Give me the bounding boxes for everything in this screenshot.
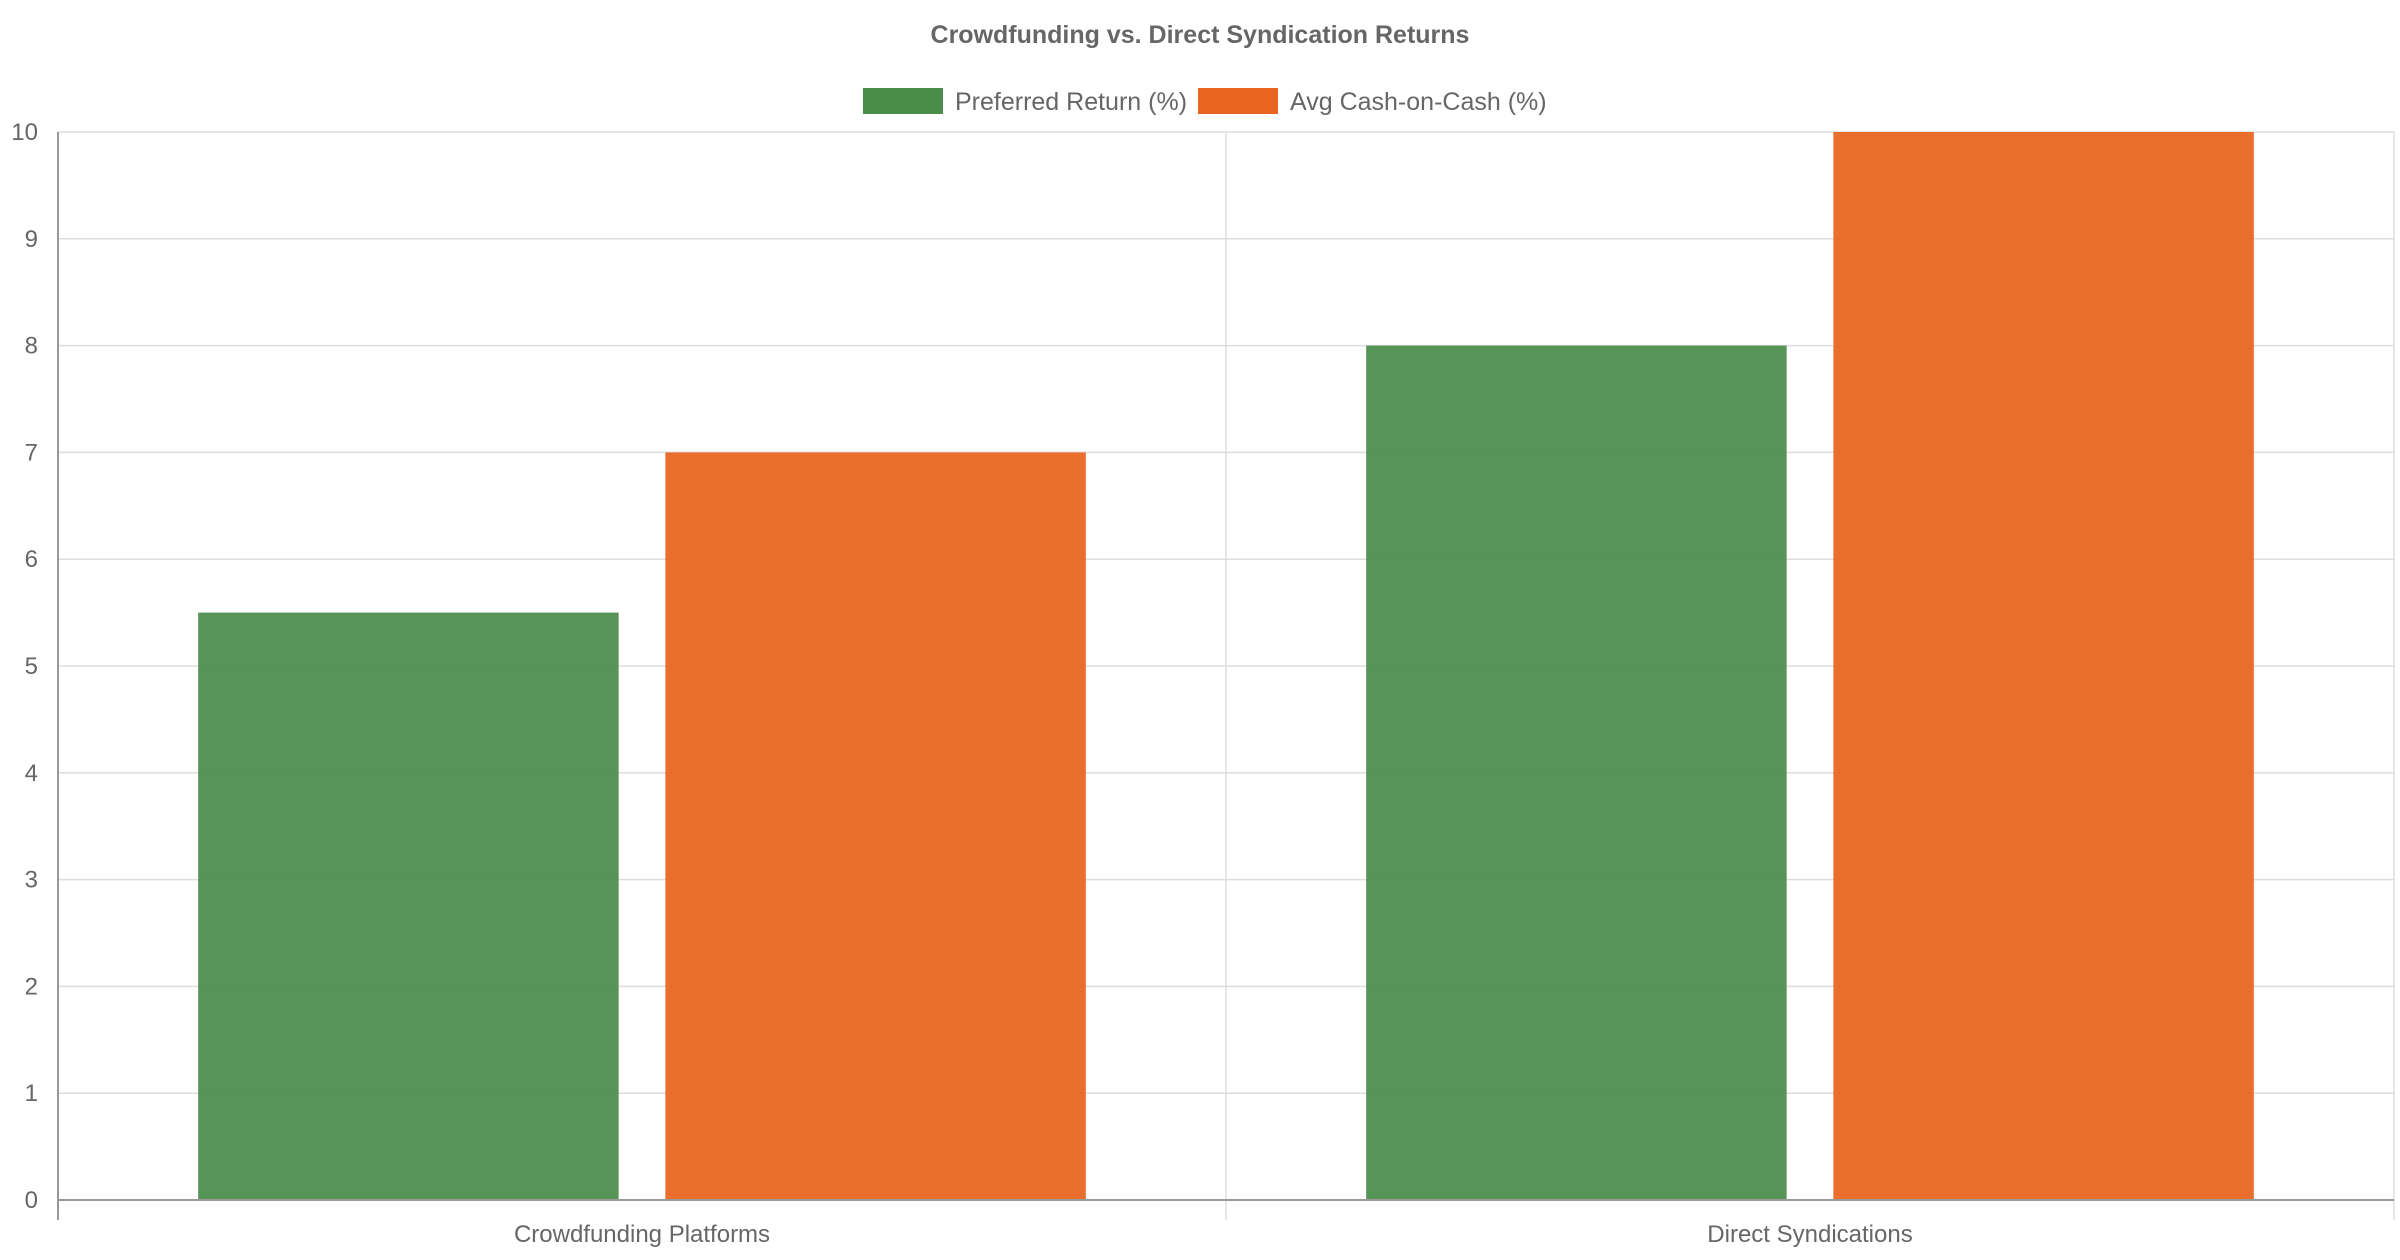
x-tick-label: Direct Syndications xyxy=(1707,1221,1912,1248)
y-tick-label: 7 xyxy=(25,439,38,466)
y-tick-label: 5 xyxy=(25,653,38,680)
legend-item-preferred-return[interactable]: Preferred Return (%) xyxy=(863,88,1187,116)
bar-0-0 xyxy=(198,612,619,1200)
legend-label-avg-cash-on-cash: Avg Cash-on-Cash (%) xyxy=(1290,88,1547,116)
bar-layer xyxy=(198,132,2254,1201)
y-tick-label: 1 xyxy=(25,1080,38,1107)
bar-1-1 xyxy=(1833,132,2254,1200)
y-tick-label: 2 xyxy=(25,973,38,1000)
y-tick-label: 3 xyxy=(25,867,38,894)
legend-swatch-preferred-return xyxy=(863,88,943,114)
y-tick-label: 10 xyxy=(11,119,38,146)
y-tick-label: 6 xyxy=(25,546,38,573)
legend[interactable]: Preferred Return (%) Avg Cash-on-Cash (%… xyxy=(863,88,1547,116)
legend-swatch-avg-cash-on-cash xyxy=(1198,88,1278,114)
y-tick-label: 8 xyxy=(25,333,38,360)
bar-0-1 xyxy=(665,452,1086,1200)
y-tick-label: 4 xyxy=(25,760,38,787)
legend-item-avg-cash-on-cash[interactable]: Avg Cash-on-Cash (%) xyxy=(1198,88,1547,116)
bar-1-0 xyxy=(1366,345,1787,1201)
axis-layer: 0 1 2 3 4 5 6 7 8 9 10 Crowdfunding Platforms Direct… xyxy=(11,119,2394,1248)
chart-title: Crowdfunding vs. Direct Syndication Retu… xyxy=(931,21,1470,49)
x-tick-label: Crowdfunding Platforms xyxy=(514,1221,770,1248)
y-tick-label: 0 xyxy=(25,1187,38,1214)
legend-label-preferred-return: Preferred Return (%) xyxy=(955,88,1187,116)
y-tick-label: 9 xyxy=(25,226,38,253)
